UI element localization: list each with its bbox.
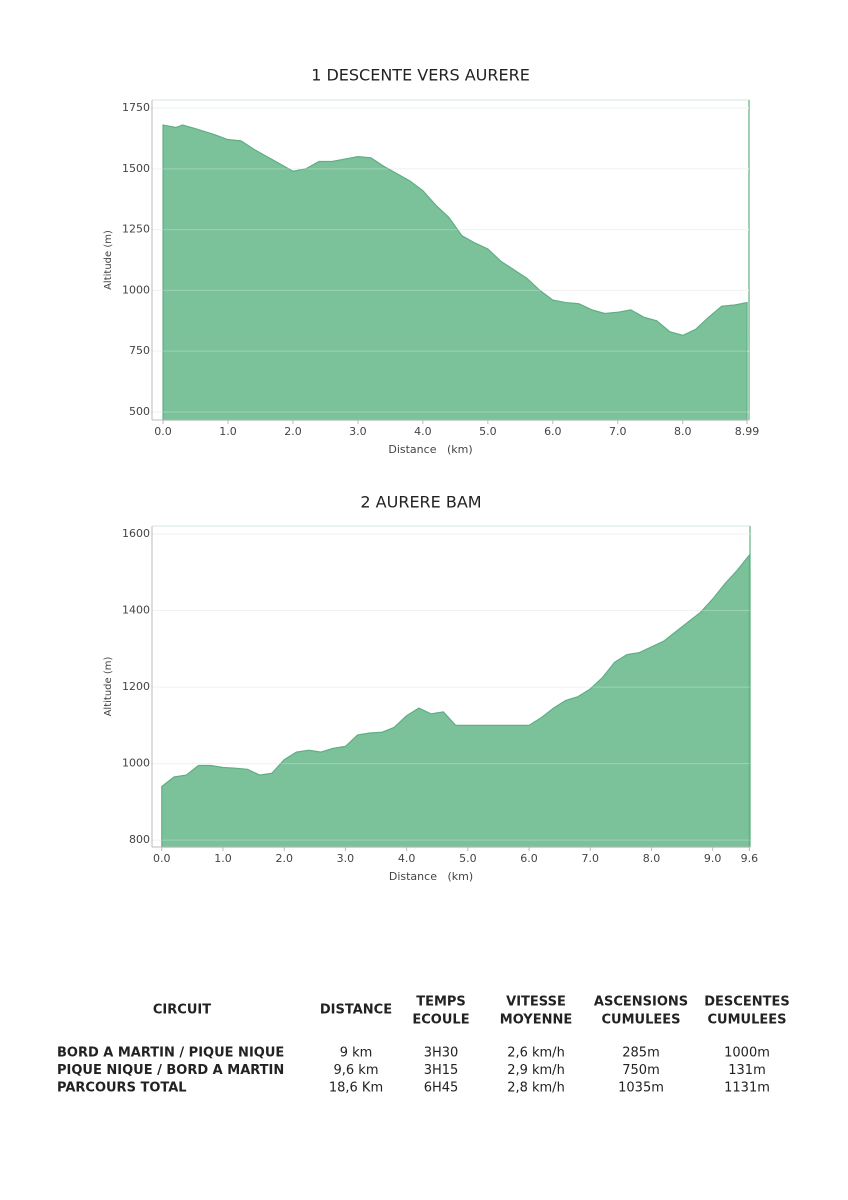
table-cell: 9,6 km bbox=[334, 1063, 379, 1078]
table-header: CUMULEES bbox=[602, 1013, 681, 1028]
y-tick-label: 800 bbox=[129, 833, 150, 846]
table-cell: PIQUE NIQUE / BORD A MARTIN bbox=[57, 1063, 284, 1078]
table-cell: PARCOURS TOTAL bbox=[57, 1081, 187, 1096]
table-cell: 3H15 bbox=[424, 1063, 459, 1078]
chart-title: 1 DESCENTE VERS AURERE bbox=[311, 66, 530, 85]
table-header: DISTANCE bbox=[320, 1003, 392, 1018]
x-tick-label: 7.0 bbox=[609, 425, 627, 438]
table-header: MOYENNE bbox=[500, 1013, 572, 1028]
x-tick-label: 2.0 bbox=[284, 425, 302, 438]
table-header: DESCENTES bbox=[704, 995, 789, 1010]
x-tick-label: 0.0 bbox=[153, 852, 171, 865]
x-tick-label: 1.0 bbox=[219, 425, 237, 438]
x-axis-label: Distance (km) bbox=[388, 443, 472, 456]
y-axis-label: Altitude (m) bbox=[103, 657, 114, 717]
x-tick-label: 6.0 bbox=[544, 425, 562, 438]
table-cell: 9 km bbox=[340, 1046, 373, 1061]
x-axis-label: Distance (km) bbox=[389, 870, 473, 883]
table-cell: 1035m bbox=[618, 1081, 664, 1096]
chart-title: 2 AURERE BAM bbox=[360, 493, 481, 512]
table-header: CIRCUIT bbox=[153, 1003, 211, 1018]
table-cell: 2,9 km/h bbox=[507, 1063, 565, 1078]
elevation-area bbox=[161, 553, 750, 848]
y-tick-label: 1000 bbox=[122, 757, 150, 770]
y-tick-label: 750 bbox=[129, 344, 150, 357]
y-tick-label: 1400 bbox=[122, 604, 150, 617]
x-tick-label: 8.0 bbox=[643, 852, 661, 865]
x-tick-label: 9.0 bbox=[704, 852, 722, 865]
y-tick-label: 1250 bbox=[122, 223, 150, 236]
x-tick-label: 2.0 bbox=[275, 852, 293, 865]
x-tick-label: 1.0 bbox=[214, 852, 232, 865]
x-tick-label: 8.0 bbox=[674, 425, 692, 438]
table-header: ECOULE bbox=[412, 1013, 469, 1028]
y-tick-label: 1750 bbox=[122, 101, 150, 114]
y-tick-label: 1200 bbox=[122, 680, 150, 693]
table-cell: 2,6 km/h bbox=[507, 1046, 565, 1061]
table-cell: 1000m bbox=[724, 1046, 770, 1061]
x-tick-label: 3.0 bbox=[337, 852, 355, 865]
x-tick-label: 8.99 bbox=[735, 425, 760, 438]
x-tick-label: 9.6 bbox=[741, 852, 759, 865]
x-tick-label: 5.0 bbox=[479, 425, 497, 438]
table-header: TEMPS bbox=[416, 995, 466, 1010]
table-cell: BORD A MARTIN / PIQUE NIQUE bbox=[57, 1046, 284, 1061]
table-cell: 131m bbox=[728, 1063, 765, 1078]
elevation-area bbox=[162, 124, 748, 421]
table-cell: 285m bbox=[622, 1046, 659, 1061]
table-cell: 750m bbox=[622, 1063, 659, 1078]
table-cell: 1131m bbox=[724, 1081, 770, 1096]
table-header: VITESSE bbox=[506, 995, 566, 1010]
x-tick-label: 4.0 bbox=[398, 852, 416, 865]
y-tick-label: 500 bbox=[129, 405, 150, 418]
table-header: CUMULEES bbox=[708, 1013, 787, 1028]
table-cell: 3H30 bbox=[424, 1046, 459, 1061]
table-cell: 6H45 bbox=[424, 1081, 459, 1096]
table-cell: 18,6 Km bbox=[329, 1081, 383, 1096]
y-tick-label: 1600 bbox=[122, 527, 150, 540]
table-header: ASCENSIONS bbox=[594, 995, 688, 1010]
x-tick-label: 6.0 bbox=[520, 852, 538, 865]
x-tick-label: 4.0 bbox=[414, 425, 432, 438]
x-tick-label: 3.0 bbox=[349, 425, 367, 438]
x-tick-label: 0.0 bbox=[154, 425, 172, 438]
table-cell: 2,8 km/h bbox=[507, 1081, 565, 1096]
y-tick-label: 1500 bbox=[122, 162, 150, 175]
y-axis-label: Altitude (m) bbox=[103, 230, 114, 290]
x-tick-label: 7.0 bbox=[581, 852, 599, 865]
x-tick-label: 5.0 bbox=[459, 852, 477, 865]
y-tick-label: 1000 bbox=[122, 283, 150, 296]
